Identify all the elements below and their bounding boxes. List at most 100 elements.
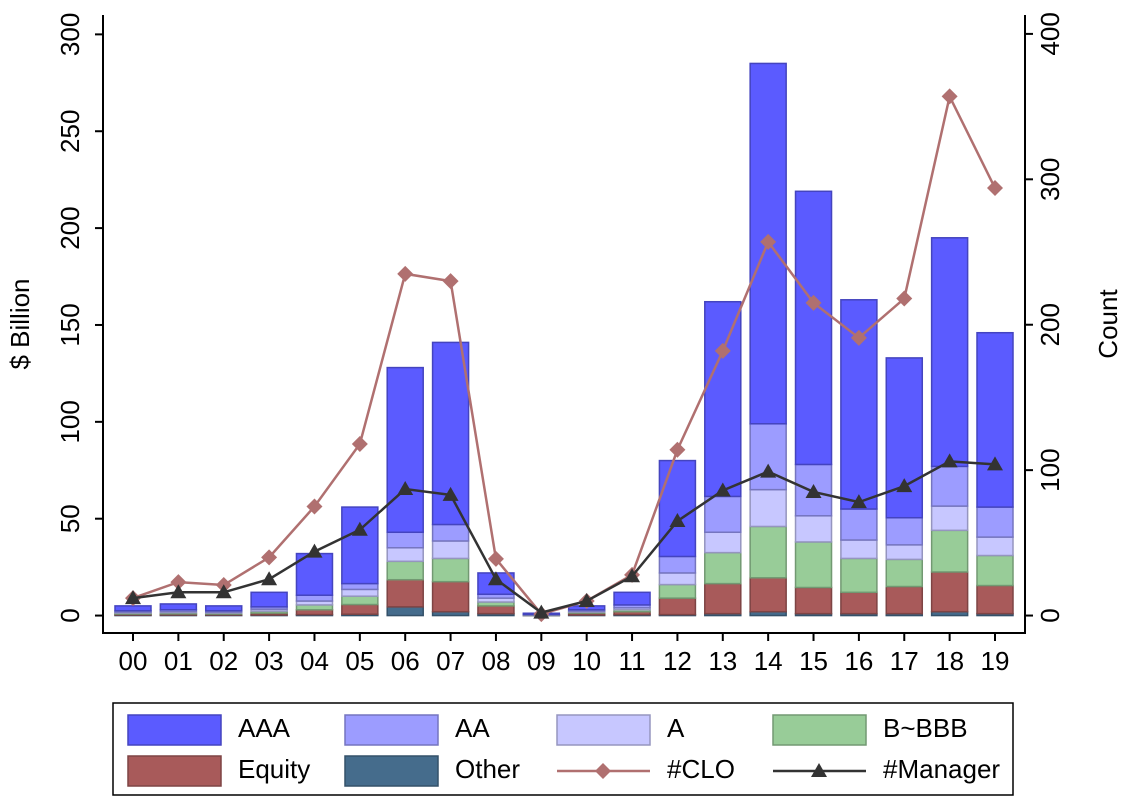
bar-segment	[295, 552, 334, 596]
legend-box	[112, 702, 1014, 796]
y2-axis-title: Count	[1093, 289, 1123, 359]
line-marker	[397, 265, 414, 282]
legend-label: B~BBB	[883, 713, 968, 743]
bar-segment	[386, 366, 424, 534]
x-tick-label: 09	[527, 646, 556, 676]
line-marker	[941, 88, 958, 105]
bar-segment	[431, 580, 470, 613]
line-marker	[533, 604, 550, 619]
bar-segment	[794, 190, 833, 466]
bar-segment	[930, 505, 969, 532]
bar-segment	[341, 603, 379, 615]
legend-swatch	[127, 714, 222, 746]
line-marker	[125, 590, 141, 605]
legend-label: A	[667, 713, 685, 743]
line-marker	[442, 273, 459, 290]
bar-segment	[341, 588, 379, 597]
bar-segment	[840, 508, 878, 541]
x-tick-label: 04	[300, 646, 329, 676]
bar-segment	[658, 572, 697, 586]
bar-segment	[794, 541, 833, 589]
line-marker	[487, 571, 504, 586]
bar-segment	[386, 531, 424, 549]
bar-segment	[976, 554, 1014, 587]
legend-label: Other	[455, 754, 520, 784]
bar-segment	[749, 525, 787, 579]
x-tick-label: 12	[663, 646, 692, 676]
legend-swatch	[127, 755, 222, 787]
bar-segment	[704, 551, 742, 585]
bar-segment	[386, 578, 424, 608]
bar-segment	[840, 539, 878, 560]
bar-segment	[704, 582, 742, 615]
x-tick-label: 19	[981, 646, 1010, 676]
line-marker	[624, 568, 641, 583]
y2-tick-label: 0	[1035, 608, 1065, 622]
x-tick-label: 07	[436, 646, 465, 676]
bar-segment	[250, 591, 288, 608]
x-tick-label: 06	[391, 646, 420, 676]
bar-segment	[386, 606, 424, 617]
bar-segment	[794, 515, 833, 543]
legend-label: Equity	[238, 754, 310, 784]
line-marker	[669, 513, 686, 528]
legend-label: AAA	[238, 713, 291, 743]
bar-segment	[840, 591, 878, 615]
bar-segment	[930, 529, 969, 573]
line-marker	[987, 180, 1003, 197]
line-marker	[261, 571, 278, 586]
x-tick-label: 03	[255, 646, 284, 676]
line	[132, 460, 996, 615]
bar-segment	[885, 516, 924, 546]
line-marker	[487, 550, 504, 567]
line-marker	[896, 290, 913, 307]
bar-segment	[431, 557, 470, 583]
bar-segment	[431, 523, 470, 542]
line-marker	[215, 584, 232, 599]
x-tick-label: 10	[572, 646, 601, 676]
bar-segment	[749, 577, 787, 613]
bar-segment	[658, 555, 697, 574]
legend-marker	[811, 763, 827, 777]
line-marker	[850, 494, 867, 509]
line-marker	[351, 521, 368, 536]
line-marker	[941, 453, 958, 468]
y-axis-title: $ Billion	[5, 278, 35, 369]
bar-segment	[885, 544, 924, 561]
y-tick-label: 50	[55, 504, 85, 533]
bar-segment	[704, 531, 742, 554]
bar-segment	[341, 506, 379, 585]
bar-segment	[704, 300, 742, 498]
x-tick-label: 15	[799, 646, 828, 676]
bar-segment	[930, 465, 969, 507]
line-marker	[261, 549, 278, 566]
y-tick-label: 200	[55, 206, 85, 249]
bar-segment	[930, 237, 969, 468]
line-marker	[805, 483, 822, 498]
bar-segment	[885, 357, 924, 519]
bar-segment	[295, 594, 334, 602]
bar-segment	[749, 488, 787, 528]
line-marker	[442, 486, 459, 501]
y2-tick-label: 300	[1035, 158, 1065, 201]
bar-segment	[386, 547, 424, 563]
bar-segment	[114, 605, 152, 612]
x-tick-label: 17	[890, 646, 919, 676]
legend-label: AA	[455, 713, 490, 743]
legend-swatch	[344, 714, 439, 746]
x-tick-label: 02	[209, 646, 238, 676]
bar-segment	[658, 597, 697, 616]
x-tick-label: 14	[754, 646, 783, 676]
legend-swatch	[344, 755, 439, 787]
bar-segment	[658, 583, 697, 599]
y2-tick-label: 400	[1035, 12, 1065, 55]
bar-segment	[976, 584, 1014, 615]
line-marker	[987, 456, 1003, 471]
line-marker	[306, 543, 323, 558]
bar-segment	[840, 557, 878, 594]
x-tick-label: 13	[708, 646, 737, 676]
legend-swatch	[772, 714, 867, 746]
line-marker	[850, 329, 867, 346]
line-marker	[397, 481, 414, 496]
bar-segment	[976, 536, 1014, 557]
